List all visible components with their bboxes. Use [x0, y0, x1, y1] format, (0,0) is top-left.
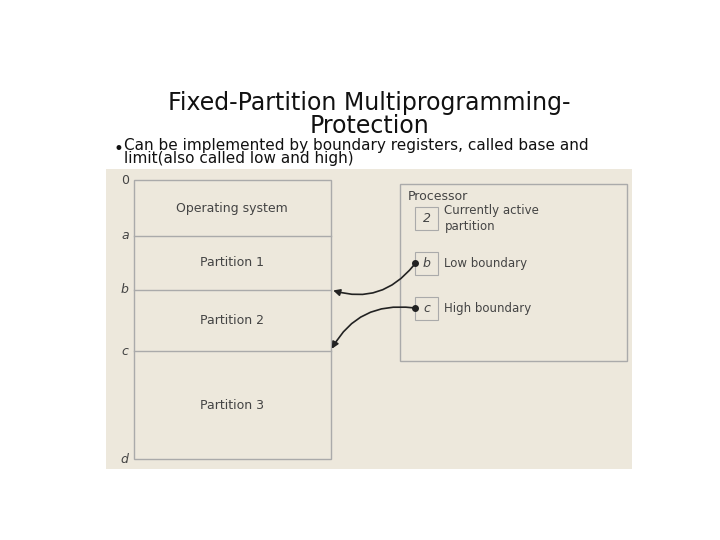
Text: Currently active
partition: Currently active partition — [444, 204, 539, 233]
Text: b: b — [121, 283, 129, 296]
Bar — [415, 296, 438, 320]
Text: Operating system: Operating system — [176, 201, 288, 214]
Text: c: c — [423, 302, 430, 315]
Text: d: d — [121, 453, 129, 465]
Text: •: • — [113, 140, 123, 159]
Text: Partition 1: Partition 1 — [200, 256, 264, 269]
Bar — [415, 252, 438, 275]
Text: Fixed-Partition Multiprogramming-: Fixed-Partition Multiprogramming- — [168, 91, 570, 116]
Text: b: b — [423, 257, 431, 270]
Bar — [400, 184, 627, 361]
Bar — [106, 168, 632, 469]
Text: Processor: Processor — [408, 190, 468, 203]
Text: 0: 0 — [121, 174, 129, 187]
Text: c: c — [122, 345, 129, 357]
Text: Partition 2: Partition 2 — [200, 314, 264, 327]
Bar — [415, 207, 438, 231]
Text: limit(also called low and high): limit(also called low and high) — [124, 151, 354, 166]
Text: a: a — [121, 230, 129, 242]
Text: Can be implemented by boundary registers, called base and: Can be implemented by boundary registers… — [124, 138, 589, 153]
Text: 2: 2 — [423, 212, 431, 225]
Text: Protection: Protection — [309, 114, 429, 138]
Bar — [134, 180, 330, 459]
Text: Low boundary: Low boundary — [444, 257, 528, 270]
Text: Partition 3: Partition 3 — [200, 399, 264, 411]
Text: High boundary: High boundary — [444, 302, 531, 315]
